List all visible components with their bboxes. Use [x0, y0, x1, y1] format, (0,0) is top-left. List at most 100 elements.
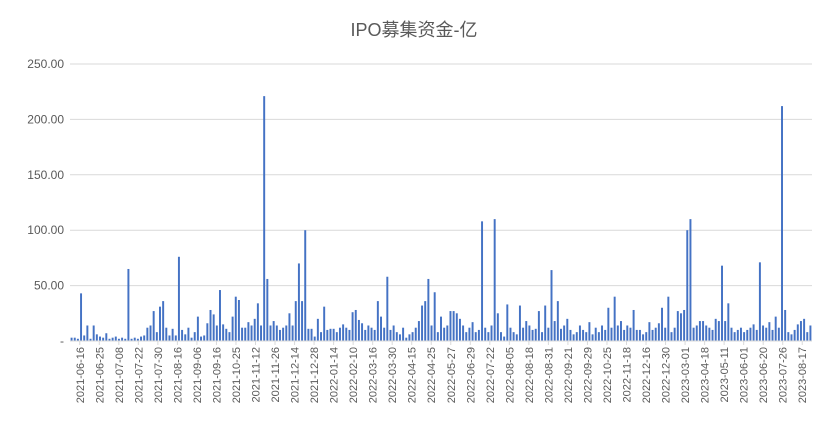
x-tick-label: 2022-12-30 [661, 347, 673, 403]
bar [528, 325, 531, 341]
bar [664, 327, 667, 341]
x-tick-label: 2022-01-14 [329, 347, 341, 403]
bar [578, 325, 581, 341]
bar [361, 323, 364, 341]
x-tick-label: 2022-04-25 [426, 347, 438, 403]
bar [509, 327, 512, 341]
bar [395, 332, 398, 341]
bar [594, 327, 597, 341]
bar [263, 96, 266, 341]
bar [177, 256, 180, 341]
bar [348, 329, 351, 341]
bar [275, 325, 278, 341]
x-tick-label: 2021-07-30 [153, 347, 165, 403]
bar [638, 329, 641, 341]
bar [297, 263, 300, 341]
bar [481, 221, 484, 341]
bar [187, 327, 190, 341]
x-tick-label: 2023-04-18 [700, 347, 712, 403]
x-tick-label: 2021-07-22 [133, 347, 145, 403]
y-axis-ticks: - 50.00 100.00 150.00 200.00 250.00 [27, 57, 64, 348]
bar [272, 321, 275, 341]
bar [781, 106, 783, 341]
bar [531, 329, 534, 341]
bar [70, 337, 73, 341]
bar [152, 311, 155, 341]
x-tick-label: 2022-07-22 [485, 347, 497, 403]
bar [727, 303, 730, 341]
bar [556, 301, 559, 341]
bar [247, 322, 250, 341]
bar [291, 325, 294, 341]
bar [613, 296, 616, 341]
bar [806, 332, 809, 341]
bar [326, 329, 329, 341]
bar [471, 322, 474, 341]
bar [702, 321, 705, 341]
bar [752, 324, 755, 341]
bar [310, 328, 313, 341]
x-tick-label: 2022-03-16 [368, 347, 380, 403]
bar [708, 327, 711, 341]
bar [544, 305, 547, 341]
bar [477, 329, 480, 341]
bar [651, 329, 654, 341]
bar [468, 327, 471, 341]
bar [427, 278, 430, 341]
x-axis-ticks: 2021-06-16 2021-06-25 2021-07-08 2021-07-22… [75, 341, 809, 403]
x-tick-label: 2022-12-16 [641, 347, 653, 403]
bar [645, 332, 648, 341]
bar [278, 329, 281, 341]
x-tick-label: 2023-07-26 [778, 347, 790, 403]
bar [591, 334, 594, 341]
bar [585, 332, 588, 341]
bar [367, 325, 370, 341]
bar [506, 304, 509, 341]
bar [597, 332, 600, 341]
bar [683, 309, 686, 341]
bar [76, 338, 79, 341]
gridlines [70, 63, 812, 287]
bar [490, 325, 493, 341]
bar [307, 328, 310, 341]
bar [168, 335, 171, 341]
bar [670, 332, 673, 341]
bar [203, 335, 206, 341]
bar [193, 332, 196, 341]
bar [626, 325, 629, 341]
bar [351, 312, 354, 341]
x-tick-label: 2022-08-31 [543, 347, 555, 403]
bar [743, 332, 746, 341]
bar [446, 325, 449, 341]
bar [174, 335, 177, 341]
bar [790, 334, 793, 341]
bar [342, 324, 345, 341]
bar [705, 325, 708, 341]
bar [228, 332, 231, 341]
bar [304, 230, 307, 341]
bar [616, 325, 619, 341]
y-tick-label: 200.00 [27, 112, 64, 126]
bar [629, 327, 632, 341]
bar [711, 329, 714, 341]
x-tick-label: 2023-06-20 [758, 347, 770, 403]
bar [465, 332, 468, 341]
bar [244, 327, 247, 341]
bar [607, 307, 610, 341]
bar [714, 318, 717, 341]
bar [436, 332, 439, 341]
bar [80, 293, 83, 341]
bar [117, 338, 120, 341]
x-tick-label: 2021-07-08 [114, 347, 126, 403]
x-tick-label: 2022-10-25 [602, 347, 614, 403]
x-tick-label: 2023-08-17 [797, 347, 809, 403]
bar [200, 336, 203, 341]
x-tick-label: 2022-09-29 [582, 347, 594, 403]
bar [774, 316, 777, 341]
bar [661, 307, 663, 341]
bar [234, 296, 237, 341]
x-tick-label: 2022-08-05 [504, 347, 516, 403]
bar [610, 327, 613, 341]
bar [301, 301, 304, 341]
